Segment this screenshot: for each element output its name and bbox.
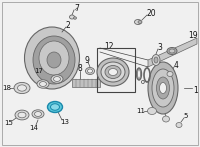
Ellipse shape	[35, 112, 42, 116]
Ellipse shape	[32, 110, 44, 118]
Ellipse shape	[86, 67, 95, 75]
Ellipse shape	[24, 27, 80, 89]
Ellipse shape	[50, 104, 60, 110]
Ellipse shape	[74, 17, 76, 19]
Text: 11: 11	[136, 108, 146, 114]
Ellipse shape	[176, 122, 182, 127]
Text: 10: 10	[156, 107, 166, 113]
Text: 8: 8	[78, 64, 82, 72]
Ellipse shape	[156, 77, 170, 99]
Text: 1: 1	[194, 86, 198, 95]
Ellipse shape	[18, 85, 26, 91]
Text: 6: 6	[151, 56, 155, 66]
Ellipse shape	[154, 57, 158, 63]
Ellipse shape	[14, 82, 30, 94]
Polygon shape	[148, 38, 197, 67]
Ellipse shape	[167, 47, 177, 55]
Text: 15: 15	[5, 120, 13, 126]
Text: 0: 0	[141, 80, 145, 85]
Text: 2: 2	[66, 20, 70, 30]
Ellipse shape	[47, 52, 61, 68]
Ellipse shape	[148, 62, 178, 114]
Ellipse shape	[54, 77, 60, 81]
Ellipse shape	[18, 112, 26, 118]
Ellipse shape	[101, 62, 125, 82]
Ellipse shape	[97, 58, 129, 86]
Ellipse shape	[138, 20, 142, 24]
Text: 13: 13	[60, 119, 70, 125]
Ellipse shape	[88, 69, 92, 73]
Ellipse shape	[134, 20, 142, 25]
Text: 17: 17	[35, 68, 44, 74]
Text: 5: 5	[184, 113, 188, 119]
Text: 7: 7	[75, 4, 79, 12]
Ellipse shape	[105, 66, 121, 78]
Text: 12: 12	[104, 41, 114, 51]
Ellipse shape	[48, 101, 62, 112]
Ellipse shape	[33, 36, 75, 84]
Text: 4: 4	[174, 61, 178, 70]
Ellipse shape	[152, 69, 174, 107]
Text: 9: 9	[85, 56, 89, 65]
Ellipse shape	[138, 70, 140, 78]
Text: 3: 3	[158, 42, 162, 51]
Ellipse shape	[167, 71, 173, 76]
Text: 16: 16	[48, 63, 57, 69]
Ellipse shape	[162, 116, 170, 122]
Text: 14: 14	[30, 125, 38, 131]
Ellipse shape	[152, 55, 160, 66]
Polygon shape	[72, 79, 100, 87]
Ellipse shape	[160, 82, 166, 93]
Ellipse shape	[15, 110, 29, 120]
Ellipse shape	[40, 82, 46, 86]
Ellipse shape	[108, 69, 118, 76]
Text: 20: 20	[146, 9, 156, 17]
Ellipse shape	[39, 41, 69, 75]
Ellipse shape	[37, 80, 49, 88]
Ellipse shape	[70, 15, 74, 19]
Ellipse shape	[169, 49, 175, 53]
Ellipse shape	[51, 75, 63, 83]
Text: 19: 19	[188, 30, 198, 40]
Text: 18: 18	[2, 85, 12, 91]
Ellipse shape	[148, 107, 156, 115]
